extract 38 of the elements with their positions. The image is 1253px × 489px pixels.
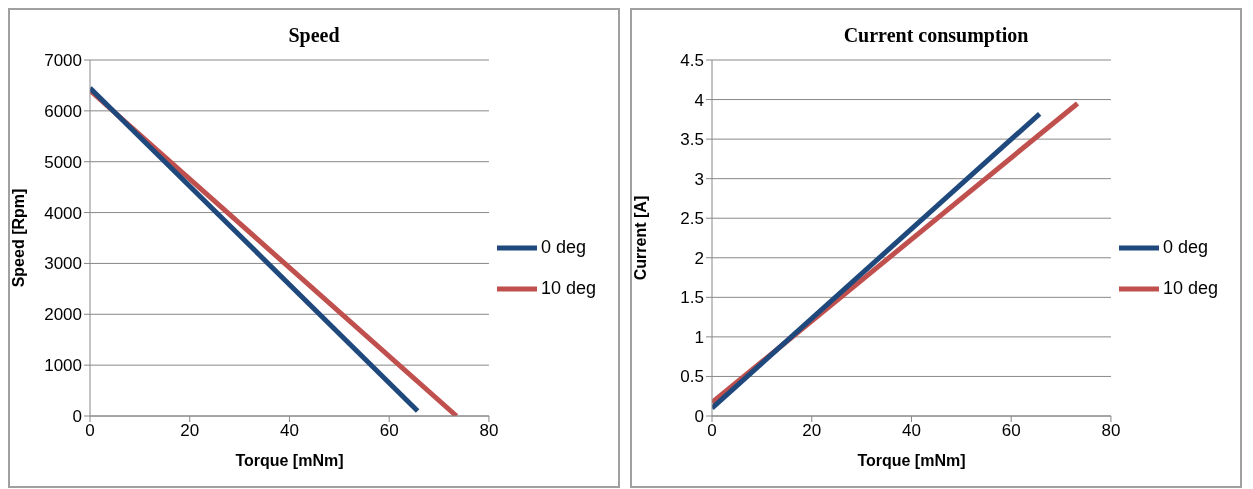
x-tick-label: 0 [85, 421, 95, 441]
y-tick-label: 3.5 [680, 130, 704, 150]
x-axis-title: Torque [mNm] [857, 452, 966, 469]
y-tick-label: 4000 [44, 203, 82, 223]
legend-label: 10 deg [1162, 278, 1218, 298]
legend-label: 0 deg [540, 236, 586, 257]
x-tick-label: 20 [802, 421, 822, 441]
y-tick-label: 3 [694, 169, 704, 189]
y-tick-label: 0 [72, 407, 82, 427]
y-tick-label: 6000 [44, 101, 82, 121]
y-tick-label: 1.5 [680, 288, 704, 308]
chart-title: Speed [287, 24, 341, 49]
y-tick-label: 4 [694, 90, 704, 110]
y-axis-title: Current [A] [631, 195, 649, 281]
x-tick-label: 40 [902, 421, 921, 441]
y-tick-label: 3000 [44, 254, 82, 274]
y-tick-label: 5000 [44, 152, 82, 172]
x-tick-label: 60 [379, 421, 399, 441]
y-tick-label: 0.5 [680, 367, 704, 387]
x-tick-label: 0 [707, 421, 717, 441]
x-tick-label: 60 [1001, 421, 1021, 441]
x-tick-label: 40 [280, 421, 299, 441]
y-tick-label: 2 [694, 248, 704, 268]
y-tick-label: 4.5 [680, 51, 704, 71]
chart-title: Current consumption [842, 24, 1030, 49]
y-tick-label: 1 [694, 327, 704, 347]
y-axis-title: Speed [Rpm] [9, 188, 27, 288]
x-axis-title: Torque [mNm] [235, 452, 344, 469]
x-tick-label: 80 [1101, 421, 1121, 441]
y-tick-label: 0 [694, 407, 704, 427]
x-tick-label: 20 [180, 421, 200, 441]
x-tick-label: 80 [479, 421, 499, 441]
y-tick-label: 1000 [44, 356, 82, 376]
y-tick-label: 2000 [44, 305, 82, 325]
y-tick-label: 7000 [44, 51, 82, 71]
legend-label: 10 deg [540, 278, 596, 298]
legend-label: 0 deg [1162, 236, 1208, 257]
y-tick-label: 2.5 [680, 209, 704, 229]
